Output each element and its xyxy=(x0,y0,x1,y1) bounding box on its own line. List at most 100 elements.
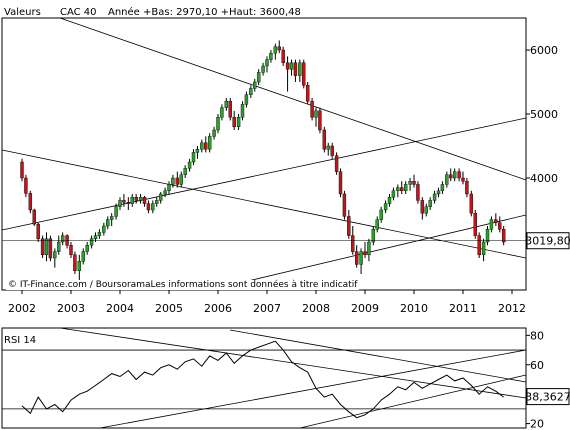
candle-up xyxy=(387,196,392,204)
year-range-summary: Année +Bas: 2970,10 +Haut: 3600,48 xyxy=(108,7,301,18)
candle-up xyxy=(485,228,490,243)
candle-down xyxy=(142,196,147,204)
x-tick-label: 2004 xyxy=(106,302,134,315)
candle-up xyxy=(155,200,159,204)
candle-up xyxy=(375,219,379,230)
candle-up xyxy=(432,193,437,201)
candle-up xyxy=(57,241,61,252)
last-value-box xyxy=(526,232,570,250)
candle-up xyxy=(424,206,428,214)
candle-down xyxy=(465,180,469,195)
candle-up xyxy=(367,241,371,256)
x-tick-label: 2002 xyxy=(8,302,36,315)
candle-up xyxy=(269,53,273,60)
candle-down xyxy=(204,142,208,150)
x-tick-label: 2007 xyxy=(253,302,281,315)
candle-up xyxy=(249,88,253,96)
candle-up xyxy=(60,235,65,243)
candle-up xyxy=(89,238,94,246)
candle-up xyxy=(403,184,408,191)
candle-up xyxy=(106,219,110,227)
instrument-name: CAC 40 xyxy=(60,7,97,18)
rsi-trendline xyxy=(229,329,527,383)
candle-up xyxy=(138,196,143,201)
candle-up xyxy=(151,203,155,211)
candle-up xyxy=(195,148,200,153)
candle-down xyxy=(400,187,404,192)
y-tick-label: 4000 xyxy=(530,172,558,185)
rsi-y-tick-label: 80 xyxy=(530,329,544,342)
candle-down xyxy=(338,171,343,195)
candle-up xyxy=(81,251,85,262)
candle-down xyxy=(20,161,24,179)
candle-up xyxy=(93,235,98,240)
candle-up xyxy=(261,65,265,73)
candle-up xyxy=(452,171,457,179)
candle-down xyxy=(175,177,180,185)
candle-up xyxy=(253,81,257,89)
candle-up xyxy=(289,62,294,70)
x-tick-label: 2012 xyxy=(498,302,526,315)
candle-down xyxy=(277,46,281,51)
candle-down xyxy=(334,155,339,172)
candle-down xyxy=(354,251,359,265)
candle-up xyxy=(191,152,196,163)
candle-up xyxy=(428,200,432,207)
candle-up xyxy=(216,116,220,131)
last-value-label: 3019,80 xyxy=(525,235,570,248)
candle-down xyxy=(469,193,474,214)
candle-down xyxy=(342,193,347,217)
candle-up xyxy=(207,136,212,150)
x-tick-label: 2011 xyxy=(449,302,477,315)
trendline xyxy=(59,17,527,181)
candle-up xyxy=(265,59,269,67)
candle-down xyxy=(494,219,498,224)
candle-up xyxy=(314,110,318,118)
candle-down xyxy=(146,203,151,211)
candle-down xyxy=(73,254,77,272)
candle-down xyxy=(416,184,420,201)
candle-up xyxy=(85,244,89,252)
candle-down xyxy=(477,235,481,256)
candle-up xyxy=(77,261,82,272)
candle-up xyxy=(240,104,245,118)
candle-down xyxy=(36,223,40,240)
trendline xyxy=(1,117,527,231)
trendlines xyxy=(1,17,527,291)
candle-down xyxy=(122,200,126,203)
candle-up xyxy=(224,100,229,108)
trendline xyxy=(1,149,527,259)
candle-up xyxy=(44,238,49,256)
candle-down xyxy=(281,49,285,64)
candle-down xyxy=(449,174,453,179)
candle-up xyxy=(445,174,449,185)
candle-up xyxy=(118,200,122,207)
candle-up xyxy=(212,129,216,137)
rsi-last-value-box xyxy=(526,388,570,406)
candle-down xyxy=(351,235,355,252)
candle-up xyxy=(391,190,396,198)
candle-up xyxy=(158,193,163,201)
candle-up xyxy=(481,241,486,256)
candle-up xyxy=(130,196,134,204)
candle-up xyxy=(298,62,302,76)
candle-down xyxy=(69,244,73,255)
candle-up xyxy=(359,251,363,265)
x-tick-label: 2009 xyxy=(351,302,379,315)
candle-up xyxy=(383,203,388,211)
candle-up xyxy=(440,184,445,191)
candle-up xyxy=(200,142,204,150)
candle-up xyxy=(183,168,187,175)
candle-up xyxy=(371,228,376,243)
rsi-chart: 20406080 38,3627 xyxy=(1,327,570,430)
candle-up xyxy=(220,107,224,118)
x-tick-label: 2010 xyxy=(400,302,428,315)
candle-down xyxy=(330,145,334,156)
x-tick-label: 2008 xyxy=(302,302,330,315)
candle-down xyxy=(322,129,327,150)
y-tick-label: 5000 xyxy=(530,108,558,121)
candle-down xyxy=(24,177,28,194)
candle-down xyxy=(48,238,53,259)
candle-up xyxy=(489,219,494,230)
